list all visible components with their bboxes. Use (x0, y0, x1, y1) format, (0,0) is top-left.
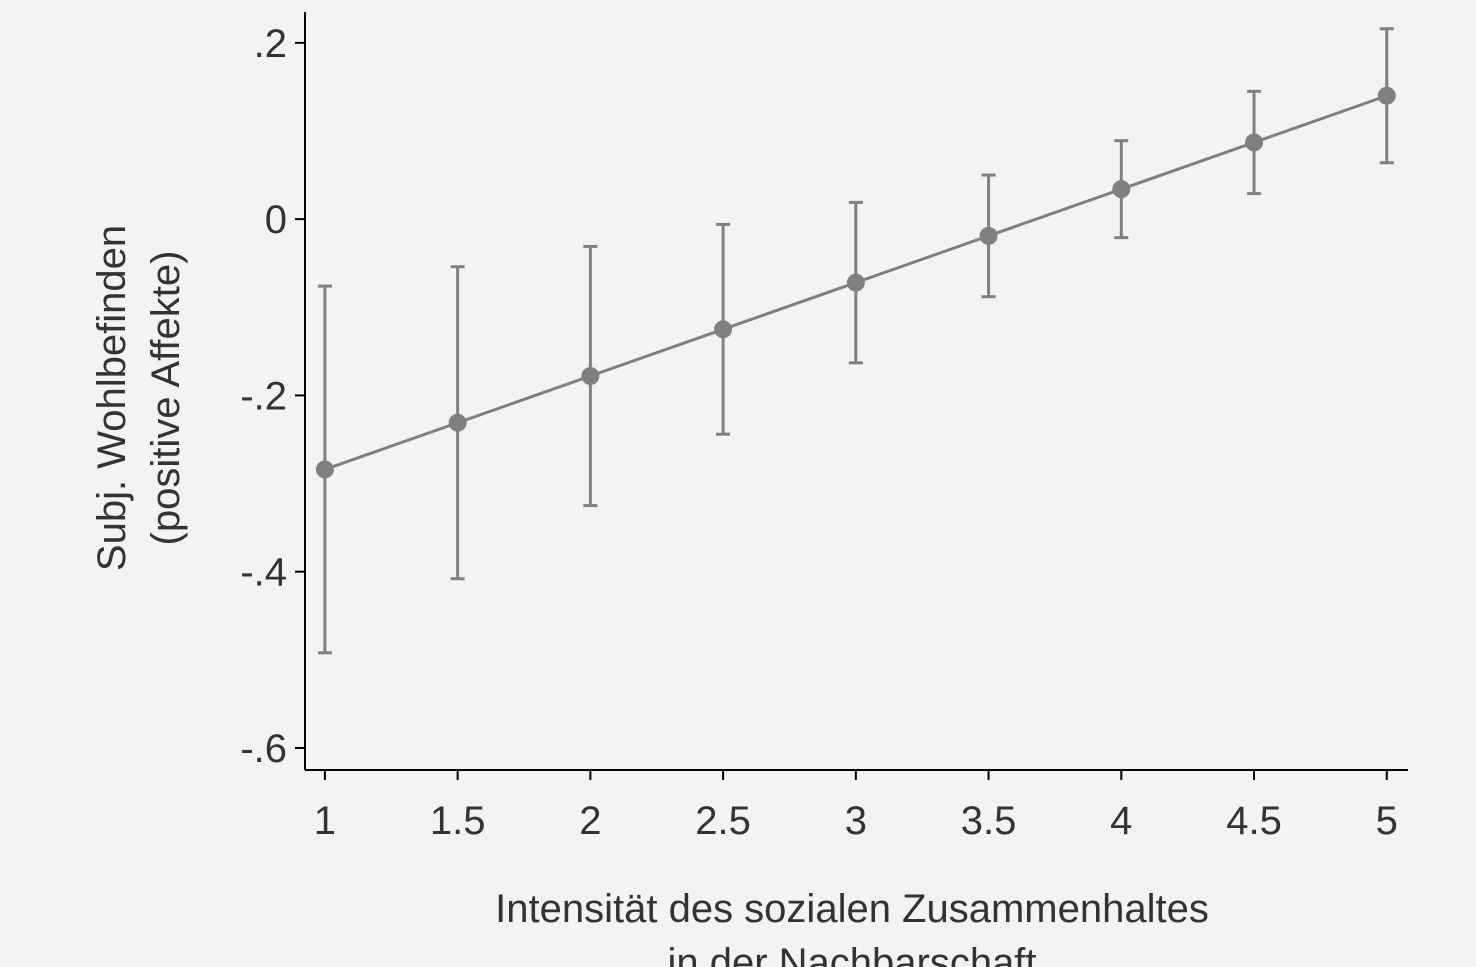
x-tick-label: 4.5 (1226, 799, 1282, 843)
data-point (1245, 133, 1264, 152)
y-tick-label: -.2 (240, 374, 287, 418)
x-tick-label: 2 (579, 799, 601, 843)
y-tick-label: 0 (265, 198, 287, 242)
data-point (846, 273, 865, 292)
x-axis-title: Intensität des sozialen Zusammenhaltes i… (495, 887, 1209, 967)
x-axis-title-line-2: in der Nachbarschaft (667, 941, 1036, 967)
data-point (979, 226, 998, 245)
x-axis-title-line-1: Intensität des sozialen Zusammenhaltes (495, 887, 1209, 931)
y-tick-label: -.6 (240, 727, 287, 771)
data-point (581, 367, 600, 386)
x-tick-label: 3 (845, 799, 867, 843)
x-tick-label: 2.5 (695, 799, 751, 843)
x-tick-label: 1 (314, 799, 336, 843)
data-point (714, 320, 733, 339)
data-point (1112, 180, 1131, 199)
x-tick-label: 4 (1110, 799, 1132, 843)
y-tick-label: .2 (254, 22, 287, 66)
data-point (448, 413, 467, 432)
data-point (315, 460, 334, 479)
data-point (1377, 86, 1396, 105)
x-tick-label: 3.5 (961, 799, 1017, 843)
y-axis-title-line-2: (positive Affekte) (144, 251, 188, 546)
y-axis-title: Subj. Wohlbefinden (positive Affekte) (90, 225, 188, 571)
y-axis-title-line-1: Subj. Wohlbefinden (90, 225, 134, 571)
x-tick-label: 5 (1376, 799, 1398, 843)
y-tick-label: -.4 (240, 551, 287, 595)
x-tick-label: 1.5 (430, 799, 486, 843)
